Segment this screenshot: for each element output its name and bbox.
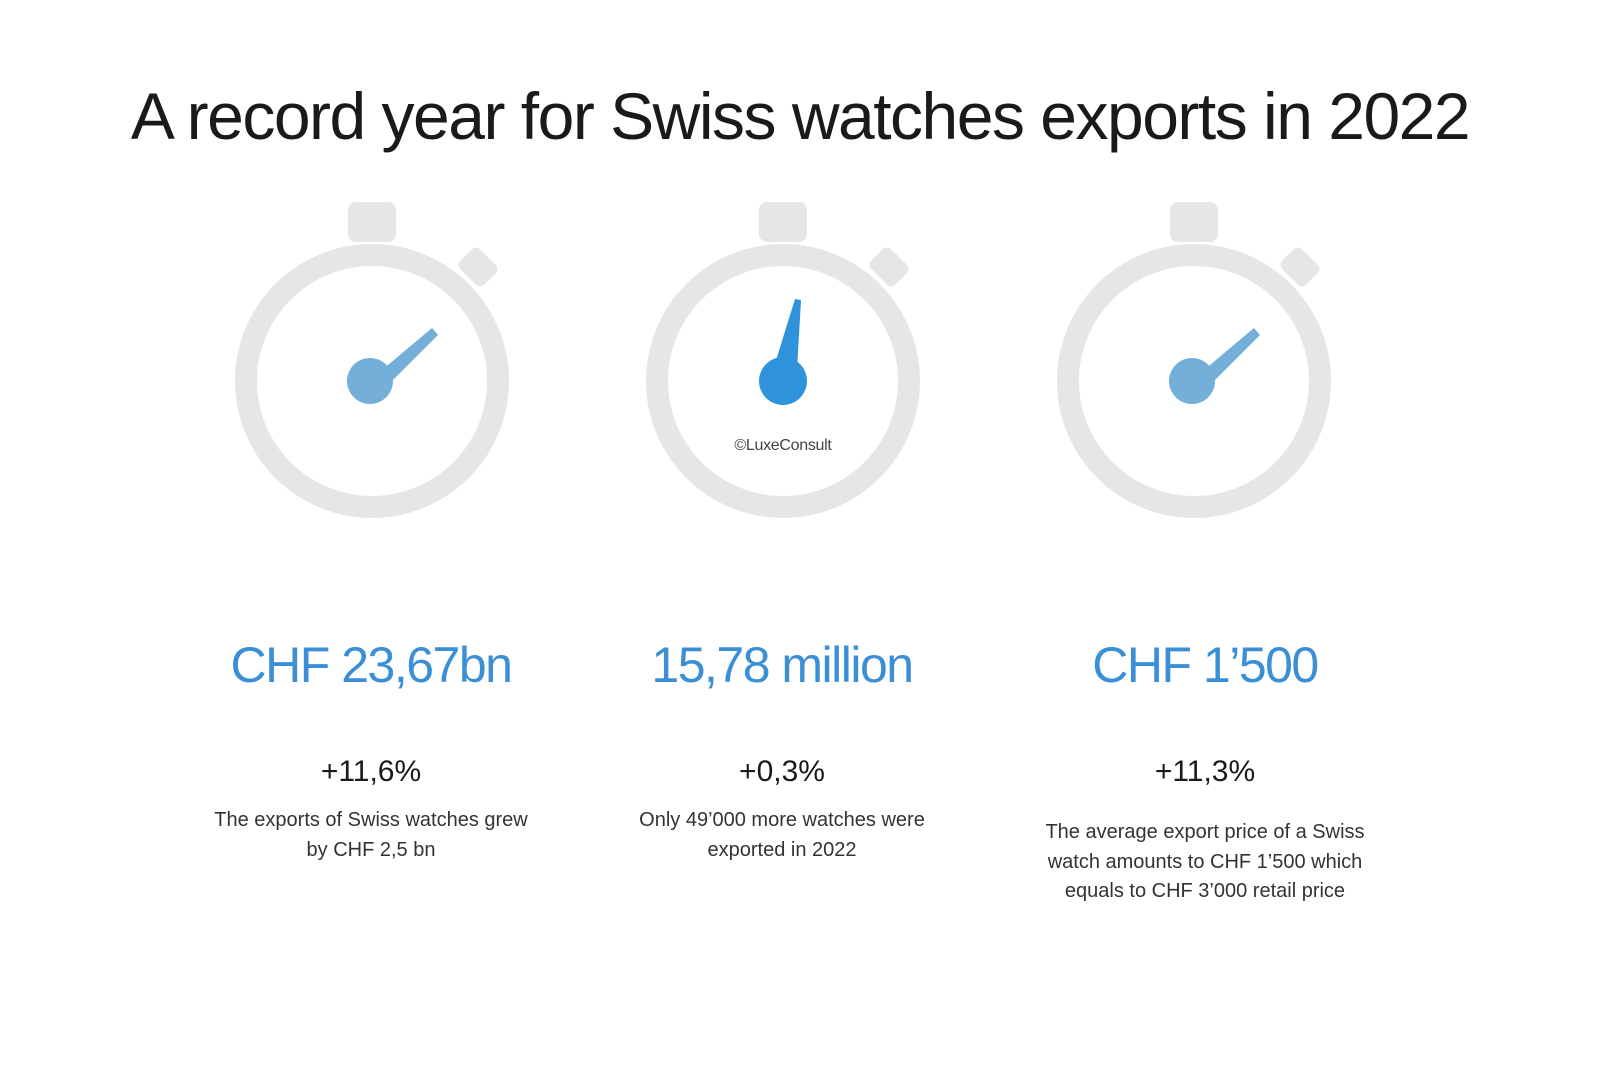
stopwatch-icon [222,200,522,530]
stat-value: 15,78 million [651,637,914,693]
copyright-credit: ©LuxeConsult [734,437,832,454]
stat-column: 15,78 million +0,3% Only 49’000 more wat… [602,0,962,1067]
stopwatch-icon [1044,200,1344,530]
stat-change: +0,3% [739,755,825,788]
stat-value: CHF 1’500 [1092,637,1319,693]
stat-column: CHF 23,67bn +11,6% The exports of Swiss … [191,0,551,1067]
stat-description: The average export price of a Swiss watc… [1045,821,1365,902]
stopwatch-icon: ©LuxeConsult [633,200,933,530]
stat-column: CHF 1’500 +11,3% The average export pric… [1025,0,1385,1067]
stat-description: The exports of Swiss watches grew by CHF… [214,809,528,861]
stat-description: Only 49’000 more watches were exported i… [639,809,925,861]
stat-value: CHF 23,67bn [230,637,513,693]
page-title: A record year for Swiss watches exports … [130,79,1471,153]
stat-change: +11,3% [1154,755,1256,788]
stat-change: +11,6% [320,755,422,788]
